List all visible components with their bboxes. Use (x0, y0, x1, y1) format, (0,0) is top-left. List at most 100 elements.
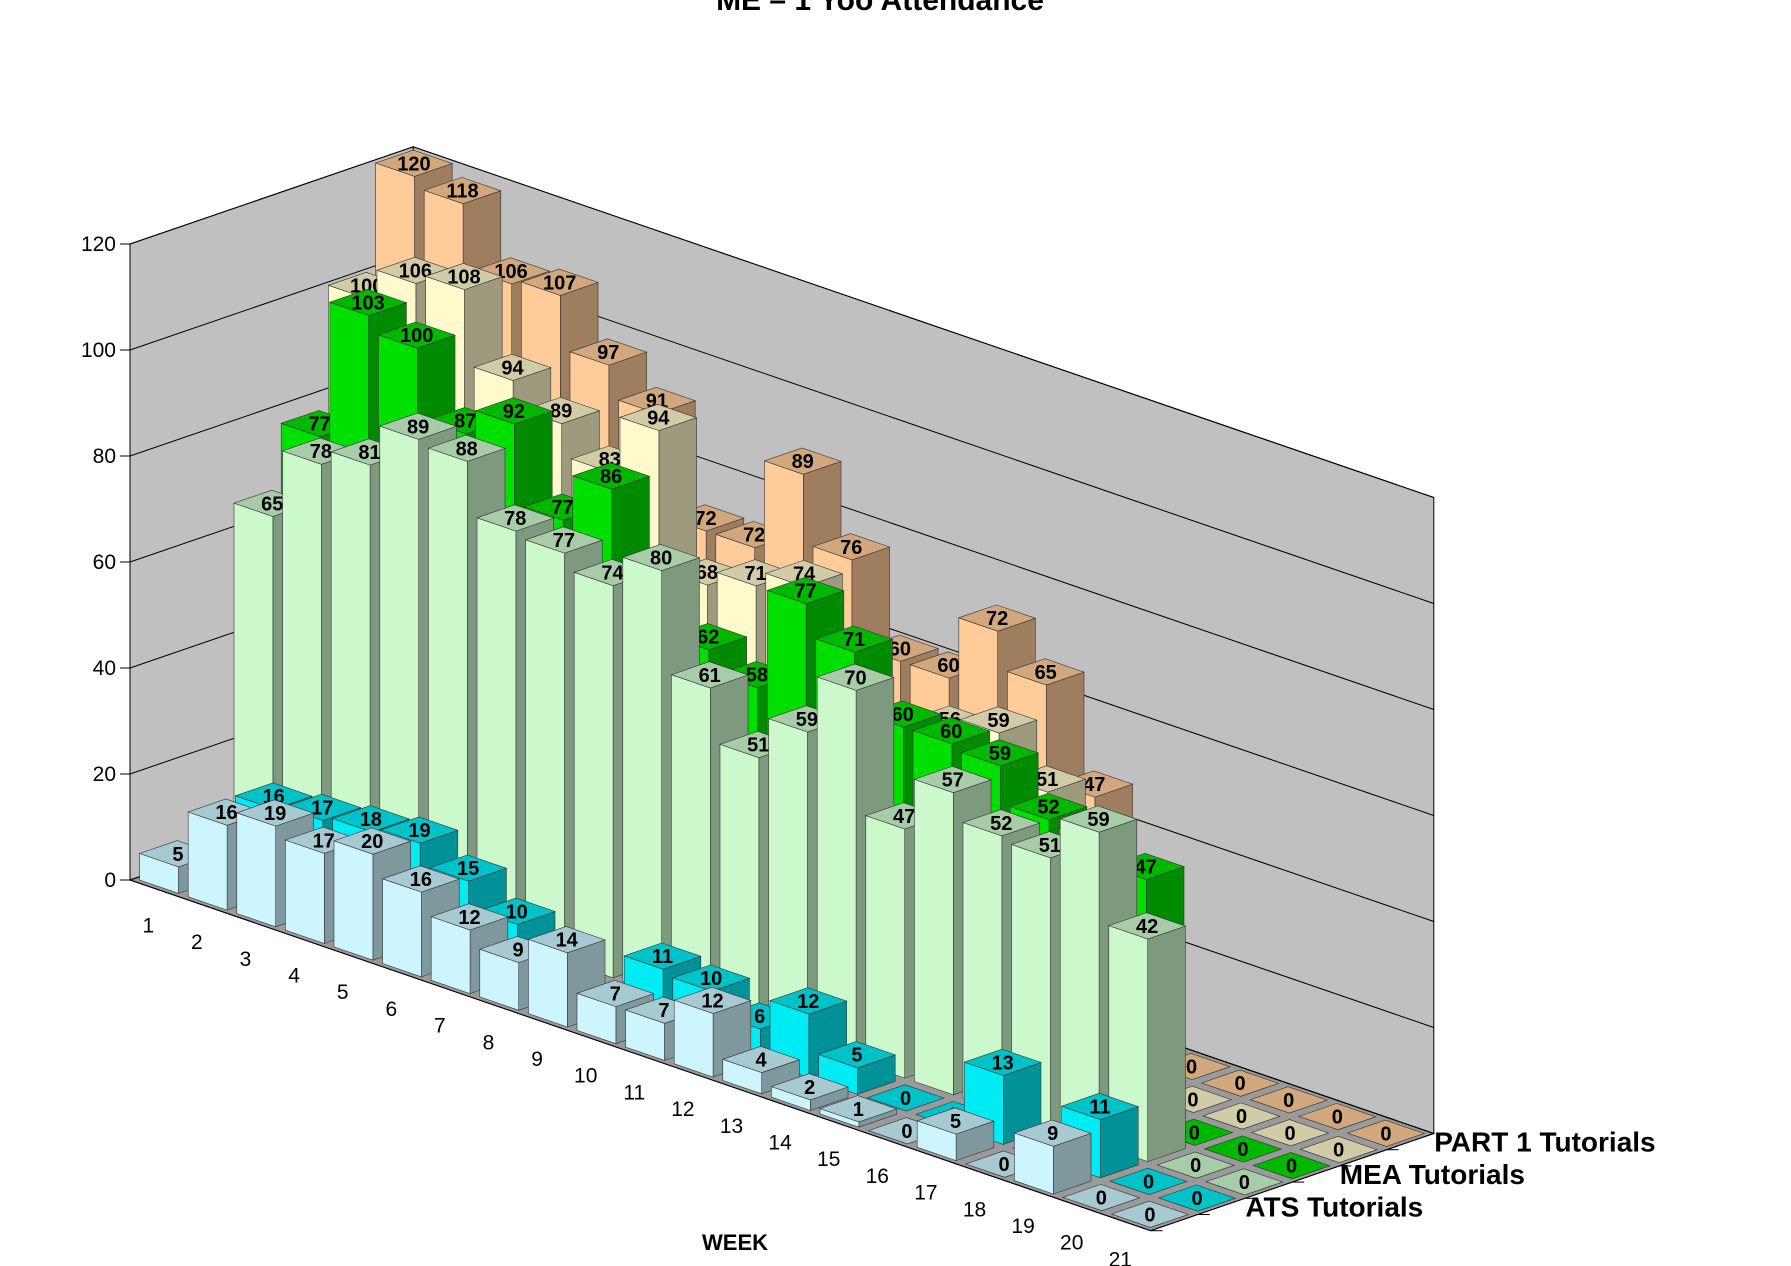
x-tick-label: 9 (531, 1048, 543, 1071)
data-label: 1 (853, 1099, 864, 1121)
bar-top (235, 799, 315, 827)
chart-title: ME – 1 Yoo Attendance (716, 0, 1044, 17)
bar-top (769, 987, 848, 1015)
data-label: 19 (264, 803, 286, 825)
bar-front (865, 815, 906, 1079)
data-label: 17 (311, 797, 333, 819)
bar-top (377, 321, 456, 349)
bar-top (328, 288, 408, 316)
data-label: 5 (950, 1111, 961, 1133)
data-label: 76 (840, 537, 862, 559)
data-label: 108 (447, 266, 480, 288)
y-tick-label: 20 (93, 763, 116, 786)
x-tick-label: 18 (963, 1198, 986, 1221)
bar-top (520, 268, 599, 296)
data-label: 68 (696, 562, 718, 584)
data-label: 19 (408, 820, 430, 842)
x-tick-label: 11 (623, 1081, 645, 1104)
data-label: 77 (553, 530, 575, 552)
bar: 0 (1156, 1151, 1235, 1179)
data-label: 0 (1143, 1171, 1154, 1193)
x-tick-label: 7 (434, 1015, 446, 1038)
data-label: 15 (457, 858, 479, 880)
series-label: ATS Tutorials (1245, 1191, 1423, 1222)
bar-top (671, 964, 751, 992)
data-label: 74 (601, 563, 624, 585)
x-tick-label: 20 (1060, 1232, 1083, 1255)
bar-top (1252, 1152, 1331, 1180)
data-label: 9 (513, 939, 524, 961)
bar: 9 (1013, 1119, 1092, 1195)
x-tick-label: 8 (483, 1031, 495, 1054)
data-label: 60 (940, 721, 962, 743)
bar-top (912, 717, 991, 745)
data-label: 71 (744, 563, 766, 585)
bar: 0 (1252, 1152, 1331, 1180)
data-label: 47 (893, 806, 915, 828)
data-label: 0 (1285, 1123, 1296, 1145)
data-label: 59 (987, 710, 1009, 732)
data-label: 100 (400, 325, 433, 347)
x-tick-label: 5 (337, 981, 349, 1004)
data-label: 89 (407, 416, 429, 438)
x-tick-label: 21 (1109, 1248, 1132, 1266)
data-label: 107 (543, 272, 576, 294)
x-tick-label: 2 (191, 931, 203, 954)
bar-top (1013, 1119, 1092, 1147)
data-label: 0 (1332, 1107, 1343, 1129)
data-label: 11 (1089, 1096, 1110, 1118)
data-label: 51 (747, 735, 769, 757)
data-label: 0 (1237, 1139, 1248, 1161)
bar: 0 (1298, 1103, 1377, 1131)
x-tick-label: 6 (385, 998, 397, 1021)
bar-top (957, 604, 1037, 632)
x-tick-label: 16 (866, 1165, 889, 1188)
bar: 0 (1250, 1119, 1330, 1147)
y-axis: 0 20 40 60 80 100 120 (81, 233, 131, 892)
bar-front (236, 812, 277, 928)
data-label: 65 (261, 493, 283, 515)
data-label: 118 (446, 181, 478, 203)
bar-top (1060, 1092, 1140, 1120)
data-label: 7 (610, 983, 621, 1005)
bar: 4 (721, 1045, 801, 1095)
data-label: 47 (1083, 774, 1105, 796)
data-label: 0 (1189, 1122, 1200, 1144)
bar-top (524, 526, 604, 554)
data-label: 72 (694, 508, 716, 530)
data-label: 0 (1144, 1204, 1155, 1226)
bar-top (1200, 1069, 1280, 1097)
bar-top (619, 403, 698, 431)
bar-top (428, 854, 508, 882)
data-label: 60 (937, 655, 959, 677)
data-label: 89 (550, 401, 572, 423)
data-label: 12 (701, 990, 723, 1012)
data-label: 65 (1035, 662, 1057, 684)
x-tick-label: 4 (288, 964, 300, 987)
bar-top (473, 353, 552, 381)
bar-top (1205, 1168, 1284, 1196)
bar-front (187, 811, 228, 911)
bar-top (1249, 1086, 1328, 1114)
y-tick-label: 80 (93, 445, 116, 468)
data-label: 20 (361, 831, 383, 853)
data-label: 0 (901, 1121, 912, 1143)
data-label: 9 (1047, 1123, 1058, 1145)
data-label: 97 (597, 342, 619, 364)
bar-top (770, 1073, 849, 1101)
bar-top (333, 827, 412, 855)
data-label: 52 (990, 813, 1012, 835)
y-tick-label: 100 (81, 339, 116, 362)
data-label: 10 (700, 968, 722, 990)
x-tick-label: 3 (240, 948, 252, 971)
data-label: 0 (1333, 1139, 1344, 1161)
data-label: 106 (494, 261, 527, 283)
data-label: 2 (804, 1077, 815, 1099)
data-label: 7 (658, 1000, 669, 1022)
bar-top (427, 434, 506, 462)
bar-top (814, 625, 894, 653)
x-tick-label: 15 (817, 1148, 840, 1171)
bar-top (721, 1045, 801, 1073)
